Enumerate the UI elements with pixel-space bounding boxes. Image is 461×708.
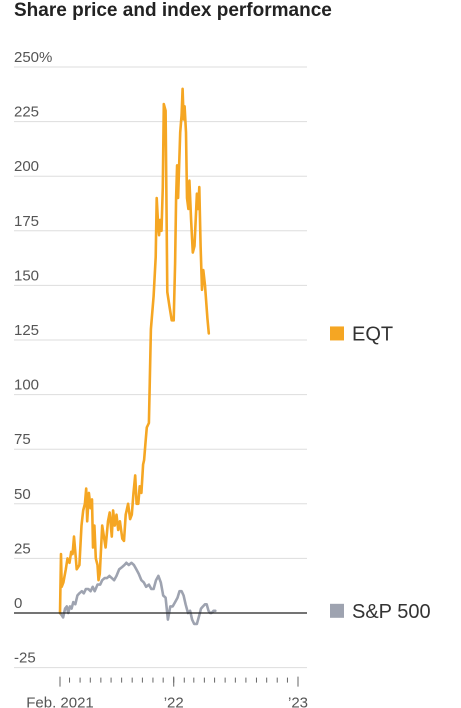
legend-label-eqt: EQT (352, 323, 393, 345)
y-tick-label: 75 (14, 431, 31, 448)
y-tick-label: 225 (14, 104, 39, 121)
legend-label-s-p-500: S&P 500 (352, 601, 431, 623)
x-tick-label: Feb. 2021 (26, 695, 94, 708)
series-line-eqt (58, 87, 211, 615)
y-tick-label: 175 (14, 213, 39, 230)
x-tick-label: ’22 (164, 695, 184, 708)
series-line-s-p-500 (58, 561, 217, 626)
y-tick-label: 250% (14, 49, 52, 66)
y-tick-label: 25 (14, 540, 31, 557)
chart-title: Share price and index performance (14, 0, 332, 21)
x-tick-label: ’23 (288, 695, 308, 708)
y-tick-label: 100 (14, 377, 39, 394)
y-tick-label: 150 (14, 267, 39, 284)
y-tick-label: -25 (14, 650, 36, 667)
y-tick-label: 125 (14, 322, 39, 339)
legend-swatch-eqt (330, 326, 344, 341)
legend-swatch-s-p-500 (330, 603, 344, 618)
y-tick-label: 0 (14, 595, 22, 612)
y-tick-label: 50 (14, 486, 31, 503)
y-tick-label: 200 (14, 158, 39, 175)
